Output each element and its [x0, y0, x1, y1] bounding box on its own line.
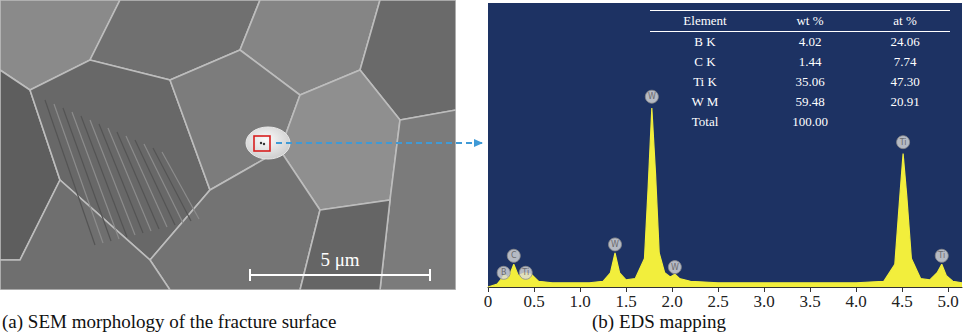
html-text:20.91: 20.91 [890, 94, 920, 109]
svg-text:0: 0 [484, 292, 493, 311]
html-text:Element: Element [683, 13, 727, 28]
html-text:7.74: 7.74 [893, 54, 917, 69]
html-text:Total: Total [691, 114, 719, 129]
html-text:wt %: wt % [796, 13, 824, 28]
svg-text:W: W [648, 92, 656, 101]
svg-text:Ti: Ti [899, 138, 907, 147]
svg-text:1.0: 1.0 [569, 292, 590, 311]
html-text:100.00: 100.00 [792, 114, 828, 129]
html-text:at %: at % [893, 13, 917, 28]
svg-text:B: B [501, 268, 507, 277]
svg-text:1.5: 1.5 [615, 292, 636, 311]
html-text:B K: B K [694, 34, 716, 49]
html-text:59.48: 59.48 [795, 94, 825, 109]
html-text:47.30: 47.30 [890, 74, 920, 89]
svg-text:2.5: 2.5 [707, 292, 728, 311]
html-text:1.44: 1.44 [798, 54, 822, 69]
html-text:Ti K: Ti K [693, 74, 717, 89]
html-text:4.02: 4.02 [798, 34, 822, 49]
svg-text:4.5: 4.5 [892, 292, 913, 311]
svg-text:W: W [671, 263, 679, 272]
svg-text:Ti: Ti [521, 268, 529, 277]
html-text:35.06: 35.06 [795, 74, 825, 89]
svg-text:5.0: 5.0 [938, 292, 959, 311]
svg-text:5 μm: 5 μm [320, 249, 359, 270]
svg-text:3.5: 3.5 [800, 292, 821, 311]
svg-text:4.0: 4.0 [846, 292, 867, 311]
svg-text:W: W [611, 240, 619, 249]
html-text:C K: C K [694, 54, 716, 69]
html-text:(a) SEM morphology of the frac: (a) SEM morphology of the fracture surfa… [2, 311, 337, 332]
svg-text:Ti: Ti [937, 251, 945, 260]
html-text:24.06: 24.06 [890, 34, 920, 49]
svg-text:0.5: 0.5 [523, 292, 544, 311]
html-text:W M: W M [691, 94, 719, 109]
svg-text:2.0: 2.0 [661, 292, 682, 311]
svg-text:C: C [511, 251, 517, 260]
svg-text:3.0: 3.0 [753, 292, 774, 311]
html-text:(b) EDS mapping: (b) EDS mapping [592, 311, 726, 332]
